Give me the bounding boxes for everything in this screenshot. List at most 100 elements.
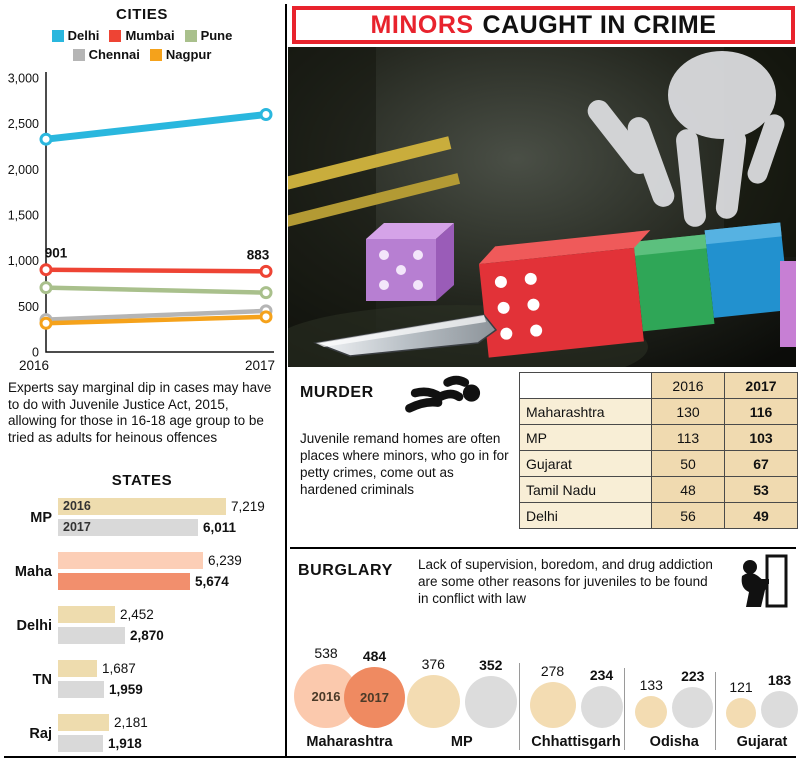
- states-bar-line: 5,674: [58, 572, 284, 590]
- states-bar-line: 2017 6,011: [58, 518, 284, 536]
- burglary-circle: [726, 698, 756, 728]
- states-bar-value: 6,239: [208, 552, 242, 568]
- states-bar-row: Raj 2,181 1,918: [0, 713, 284, 755]
- burglary-circle: [529, 682, 576, 728]
- states-bar-line: 1,959: [58, 680, 284, 698]
- legend-item: Pune: [184, 28, 232, 43]
- burglary-group: 278 234 Chhattisgarh: [518, 663, 623, 750]
- murder-note-text: Juvenile remand homes are often places w…: [300, 431, 509, 498]
- burglary-group-name: Chhattisgarh: [531, 734, 621, 750]
- burglary-group-name: Maharashtra: [306, 734, 393, 750]
- states-row-label: MP: [30, 510, 52, 526]
- murder-section: MURDER Juvenile remand homes are often p…: [292, 370, 798, 546]
- series-marker-Delhi: [259, 108, 273, 122]
- photo-illustration-svg: [288, 47, 796, 367]
- states-bar: [58, 659, 97, 677]
- burglary-circle-pair: 121 183: [726, 672, 798, 728]
- burglary-circle-column: 121: [726, 679, 756, 728]
- photo-illustration: [288, 47, 796, 367]
- value-2017-cell: 103: [724, 424, 798, 451]
- burglary-circle-column: 133: [635, 677, 668, 728]
- states-bar: 2017: [58, 518, 198, 536]
- states-bar: [58, 605, 115, 623]
- series-line-Chennai: [45, 308, 267, 322]
- burglary-group: 538 2016 484 2017 Maharashtra: [294, 645, 405, 750]
- burglary-circle: 2016: [294, 664, 358, 728]
- burglary-circle-pair: 538 2016 484 2017: [294, 645, 405, 728]
- murder-title: MURDER: [300, 384, 374, 401]
- knife-graphic: [313, 314, 498, 357]
- burglary-bubble-chart: 538 2016 484 2017 Maharashtra 376 352 MP 278 234 C…: [294, 645, 798, 750]
- states-bar-line: 2,181: [58, 713, 284, 731]
- burglary-circle: [635, 696, 668, 728]
- burglary-section: BURGLARY Lack of supervision, boredom, a…: [292, 552, 798, 754]
- states-bar: [58, 680, 104, 698]
- series-line-Mumbai: [45, 267, 267, 274]
- value-2017-cell: 49: [724, 502, 798, 529]
- burglary-value: 376: [421, 656, 445, 672]
- state-name-cell: Tamil Nadu: [519, 476, 652, 503]
- cities-line-chart: 0 500 1,000 1,500 2,000 2,500 3,000 2016 2017 901…: [8, 72, 275, 374]
- series-line-Nagpur: [45, 314, 267, 326]
- value-2016-cell: 50: [651, 450, 725, 477]
- burglary-value: 121: [729, 679, 753, 695]
- burglary-circle: [580, 686, 623, 728]
- burglary-circle-column: 223: [672, 668, 714, 728]
- y-tick-label: 0: [32, 346, 39, 360]
- state-name-cell: MP: [519, 424, 652, 451]
- burglary-circle-column: 278: [529, 663, 576, 728]
- burglary-group: 133 223 Odisha: [624, 668, 714, 750]
- series-marker-Mumbai: [39, 263, 53, 277]
- burglary-value: 484: [362, 648, 387, 664]
- states-bar-value: 1,918: [108, 735, 142, 751]
- value-2016-cell: 113: [651, 424, 725, 451]
- value-2016-cell: 48: [651, 476, 725, 503]
- headline-text: MINORS CAUGHT IN CRIME: [296, 10, 791, 40]
- legend-swatch: [72, 48, 85, 61]
- burglary-title: BURGLARY: [298, 562, 393, 579]
- states-row-bars: 6,239 5,674: [58, 551, 284, 593]
- series-marker-Pune: [39, 281, 53, 295]
- state-name-cell: Maharashtra: [519, 398, 652, 425]
- data-label: 901: [45, 246, 68, 261]
- bottom-rule: [4, 756, 796, 758]
- murder-table-row: Gujarat 50 67: [519, 450, 798, 477]
- y-tick-label: 2,000: [8, 163, 39, 177]
- states-bar-value: 1,687: [102, 660, 136, 676]
- burglar-icon: [741, 554, 788, 608]
- states-bar: [58, 734, 103, 752]
- series-marker-Mumbai: [259, 264, 273, 278]
- expert-note-text: Experts say marginal dip in cases may ha…: [8, 380, 272, 446]
- legend-label: Mumbai: [125, 28, 175, 43]
- headline-highlight: MINORS: [370, 10, 474, 39]
- burglary-circle-pair: 278 234: [529, 663, 623, 728]
- hand-graphic: [587, 51, 785, 227]
- burglary-circle: [672, 687, 714, 728]
- cities-chart-legend: Delhi Mumbai Pune Chennai Nagpur: [22, 28, 262, 62]
- burglary-value: 352: [479, 657, 503, 673]
- burglary-circle-column: 538 2016: [294, 645, 358, 728]
- states-bar-row: MP 2016 7,219 2017 6,011: [0, 497, 284, 539]
- states-row-bars: 1,687 1,959: [58, 659, 284, 701]
- value-2016-cell: 130: [651, 398, 725, 425]
- states-bar-line: 2,870: [58, 626, 284, 644]
- legend-label: Chennai: [88, 47, 140, 62]
- series-line-Delhi: [45, 111, 267, 143]
- burglary-circle: 2017: [344, 667, 405, 728]
- headline-banner: MINORS CAUGHT IN CRIME: [292, 6, 795, 44]
- states-row-label: Raj: [29, 726, 52, 742]
- burglary-circle: [464, 676, 517, 728]
- y-tick-label: 1,500: [8, 209, 39, 223]
- states-bar-row: Maha 6,239 5,674: [0, 551, 284, 593]
- series-marker-Nagpur: [259, 310, 273, 324]
- burglary-value: 538: [314, 645, 338, 661]
- burglary-group: 121 183 Gujarat: [715, 672, 798, 750]
- states-bar-value: 2,452: [120, 606, 154, 622]
- states-bar-line: 1,918: [58, 734, 284, 752]
- value-2016-cell: 56: [651, 502, 725, 529]
- burglary-circle-pair: 133 223: [635, 668, 714, 728]
- states-bar: 2016: [58, 497, 226, 515]
- legend-label: Nagpur: [165, 47, 212, 62]
- series-marker-Pune: [259, 286, 273, 300]
- states-chart-section: STATES MP 2016 7,219 2017 6,011 Maha 6,239 5,67…: [0, 472, 284, 765]
